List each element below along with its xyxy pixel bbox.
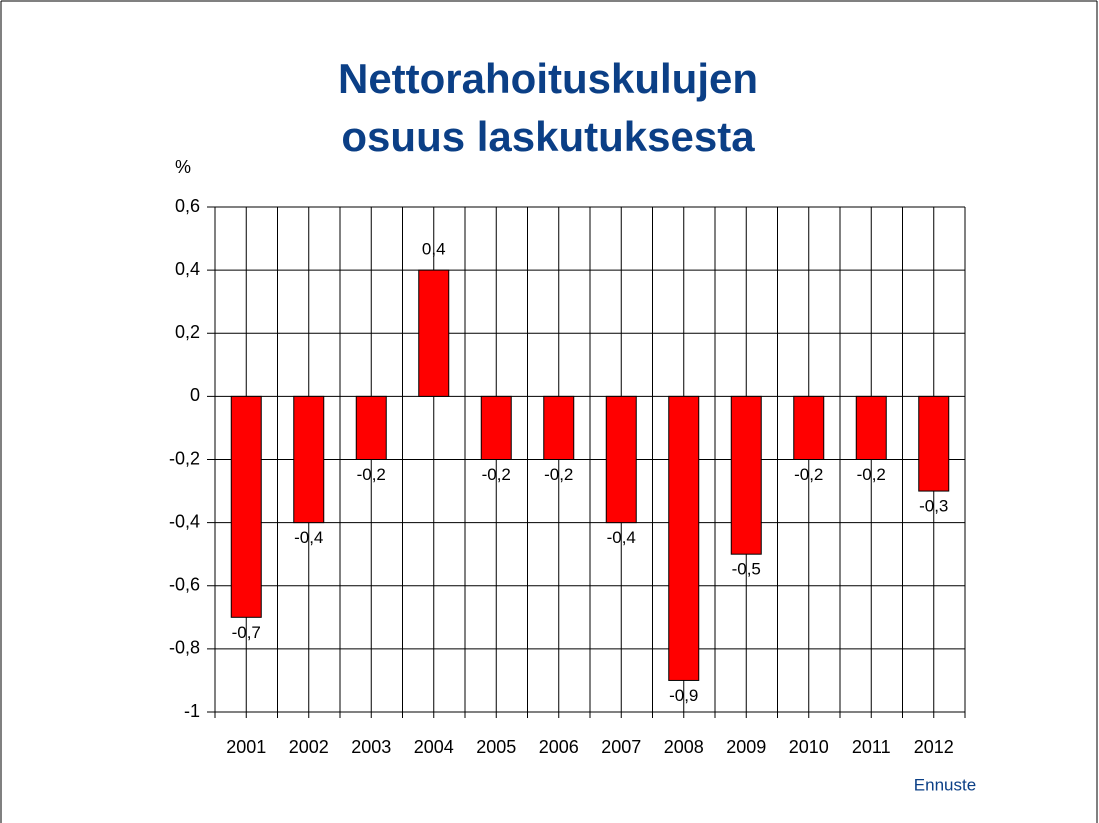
x-tick-label: 2004 <box>414 737 454 757</box>
x-tick-label: 2006 <box>539 737 579 757</box>
bar <box>730 395 762 555</box>
data-label: 0,4 <box>422 240 446 259</box>
data-label: -0,2 <box>857 465 886 484</box>
bar <box>293 395 325 524</box>
bar <box>418 269 450 397</box>
y-tick-label: -0,4 <box>169 511 200 531</box>
bar <box>230 395 262 618</box>
x-tick-label: 2003 <box>351 737 391 757</box>
data-label: -0,2 <box>482 465 511 484</box>
chart-title: Nettorahoituskulujen <box>338 55 758 102</box>
x-tick-label: 2011 <box>852 737 891 757</box>
x-tick-label: 2002 <box>289 737 329 757</box>
chart-title: osuus laskutuksesta <box>341 113 755 160</box>
y-tick-label: -0,2 <box>169 448 200 468</box>
bar <box>355 395 387 460</box>
bar <box>855 395 887 460</box>
data-label: -0,2 <box>544 465 573 484</box>
y-tick-label: 0 <box>190 385 200 405</box>
bar <box>793 395 825 460</box>
bar <box>668 395 700 681</box>
bar <box>605 395 637 524</box>
y-axis-label: % <box>175 157 191 177</box>
data-label: -0,7 <box>232 623 261 642</box>
y-tick-label: -0,8 <box>169 638 200 658</box>
y-tick-label: -1 <box>184 701 200 721</box>
data-label: -0,9 <box>669 686 698 705</box>
x-tick-label: 2005 <box>476 737 516 757</box>
annotation: Ennuste <box>914 775 976 794</box>
data-label: -0,4 <box>294 528 323 547</box>
data-label: -0,2 <box>357 465 386 484</box>
x-tick-label: 2012 <box>914 737 954 757</box>
bar <box>543 395 575 460</box>
x-tick-label: 2010 <box>789 737 829 757</box>
data-label: -0,5 <box>732 560 761 579</box>
x-tick-label: 2009 <box>726 737 766 757</box>
data-label: -0,3 <box>919 497 948 516</box>
data-label: -0,4 <box>607 528 636 547</box>
x-tick-label: 2001 <box>226 737 266 757</box>
y-tick-label: 0,6 <box>175 196 200 216</box>
bar <box>918 395 950 492</box>
y-tick-label: 0,4 <box>175 259 200 279</box>
x-tick-label: 2007 <box>601 737 641 757</box>
y-tick-label: -0,6 <box>169 575 200 595</box>
x-tick-label: 2008 <box>664 737 704 757</box>
bar <box>480 395 512 460</box>
data-label: -0,2 <box>794 465 823 484</box>
y-tick-label: 0,2 <box>175 322 200 342</box>
